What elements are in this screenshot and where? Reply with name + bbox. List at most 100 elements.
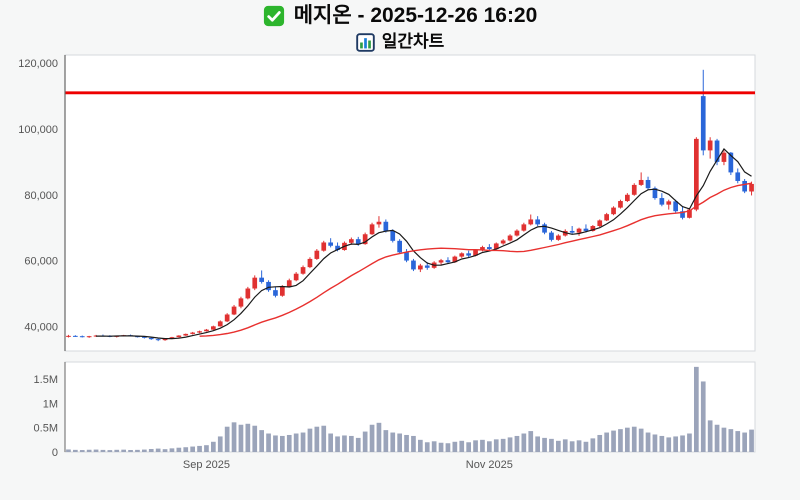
volume-bar (597, 434, 603, 452)
candle-body (445, 260, 451, 263)
ma20-line (199, 182, 752, 337)
volume-bar (542, 437, 547, 452)
volume-bar (197, 445, 202, 452)
volume-bar (411, 435, 416, 452)
candle-body (645, 179, 651, 189)
volume-bar (280, 435, 285, 452)
volume-bar (307, 428, 313, 452)
candle-body (155, 339, 161, 341)
candle-body (280, 286, 285, 296)
candle-body (438, 260, 444, 263)
volume-bar (369, 424, 375, 452)
volume-bar (618, 429, 623, 452)
candle-body (286, 280, 292, 287)
volume-bar (487, 441, 492, 452)
candle-body (528, 219, 534, 225)
volume-bar (645, 432, 651, 452)
volume-bar (549, 438, 554, 452)
candle-body (721, 152, 727, 162)
volume-bar (390, 432, 396, 452)
volume-bar (445, 443, 451, 452)
candle-body (183, 333, 189, 336)
volume-bar (162, 449, 168, 452)
volume-bar (576, 440, 582, 452)
volume-bar (514, 435, 520, 452)
candlesticks (66, 69, 754, 342)
candle-body (452, 256, 458, 263)
price-tick-label: 40,000 (24, 321, 58, 333)
volume-bar (217, 436, 223, 452)
volume-bar (673, 436, 678, 452)
volume-bar (521, 433, 527, 452)
candle-body (266, 281, 271, 291)
volume-bar (638, 428, 644, 452)
volume-bar (79, 450, 85, 452)
candle-body (383, 221, 389, 231)
candle-body (211, 326, 216, 330)
candle-body (687, 209, 692, 218)
ma5-line (96, 147, 752, 340)
candle-body (556, 235, 561, 240)
volume-bar (590, 438, 596, 452)
volume-bar (148, 448, 154, 452)
volume-tick-label: 0.5M (34, 423, 58, 435)
volume-bar (100, 449, 106, 452)
candle-body (493, 243, 499, 250)
volume-bar (694, 366, 699, 452)
volume-bar (342, 435, 347, 452)
price-panel (64, 54, 756, 352)
volume-bar (231, 422, 237, 452)
candle-body (349, 239, 354, 243)
volume-bar (728, 429, 734, 452)
volume-bar (466, 442, 471, 452)
volume-bar (652, 434, 658, 452)
volume-bar (583, 441, 589, 452)
candle-body (307, 258, 313, 268)
candle-body (252, 277, 258, 289)
volume-bar (700, 381, 706, 452)
volume-bar (300, 432, 306, 452)
volume-bar (128, 450, 133, 452)
volume-tick-label: 1M (43, 398, 58, 410)
candle-body (673, 201, 678, 212)
candle-body (666, 201, 672, 205)
candle-body (714, 140, 720, 162)
volume-bar (569, 441, 575, 452)
volume-bar (335, 436, 340, 452)
candle-body (162, 338, 168, 341)
date-axis-labels: Sep 2025 Nov 2025 (183, 459, 513, 471)
volume-bar (93, 449, 99, 452)
price-axis-labels: 40,000 60,000 80,000 100,000 120,000 (18, 58, 58, 333)
volume-bar (224, 426, 230, 452)
volume-bar (438, 442, 444, 452)
candle-body (638, 179, 644, 185)
candle-body (700, 96, 706, 151)
volume-bar (121, 449, 126, 452)
volume-axis-labels: 0 0.5M 1M 1.5M (34, 374, 58, 459)
volume-bar (480, 439, 485, 452)
volume-bar (493, 439, 499, 452)
volume-bar (507, 437, 513, 452)
volume-bar (625, 427, 630, 452)
volume-bar (707, 420, 713, 452)
candle-body (142, 336, 147, 338)
candle-body (459, 253, 465, 257)
volume-bar (721, 427, 727, 452)
volume-bar (687, 433, 692, 452)
volume-bar (459, 440, 465, 452)
candle-body (597, 220, 603, 227)
volume-panel (64, 361, 756, 453)
date-tick-label: Sep 2025 (183, 459, 230, 471)
candle-body (611, 207, 616, 215)
candle-body (424, 265, 430, 268)
candle-body (728, 152, 734, 173)
candle-body (404, 252, 409, 261)
volume-bar (431, 441, 437, 452)
volume-bar (314, 426, 320, 452)
candle-body (224, 314, 230, 322)
candle-body (500, 240, 506, 244)
candle-body (259, 277, 264, 282)
candle-body (273, 290, 278, 296)
price-tick-label: 120,000 (18, 58, 58, 70)
volume-bar (211, 441, 216, 452)
